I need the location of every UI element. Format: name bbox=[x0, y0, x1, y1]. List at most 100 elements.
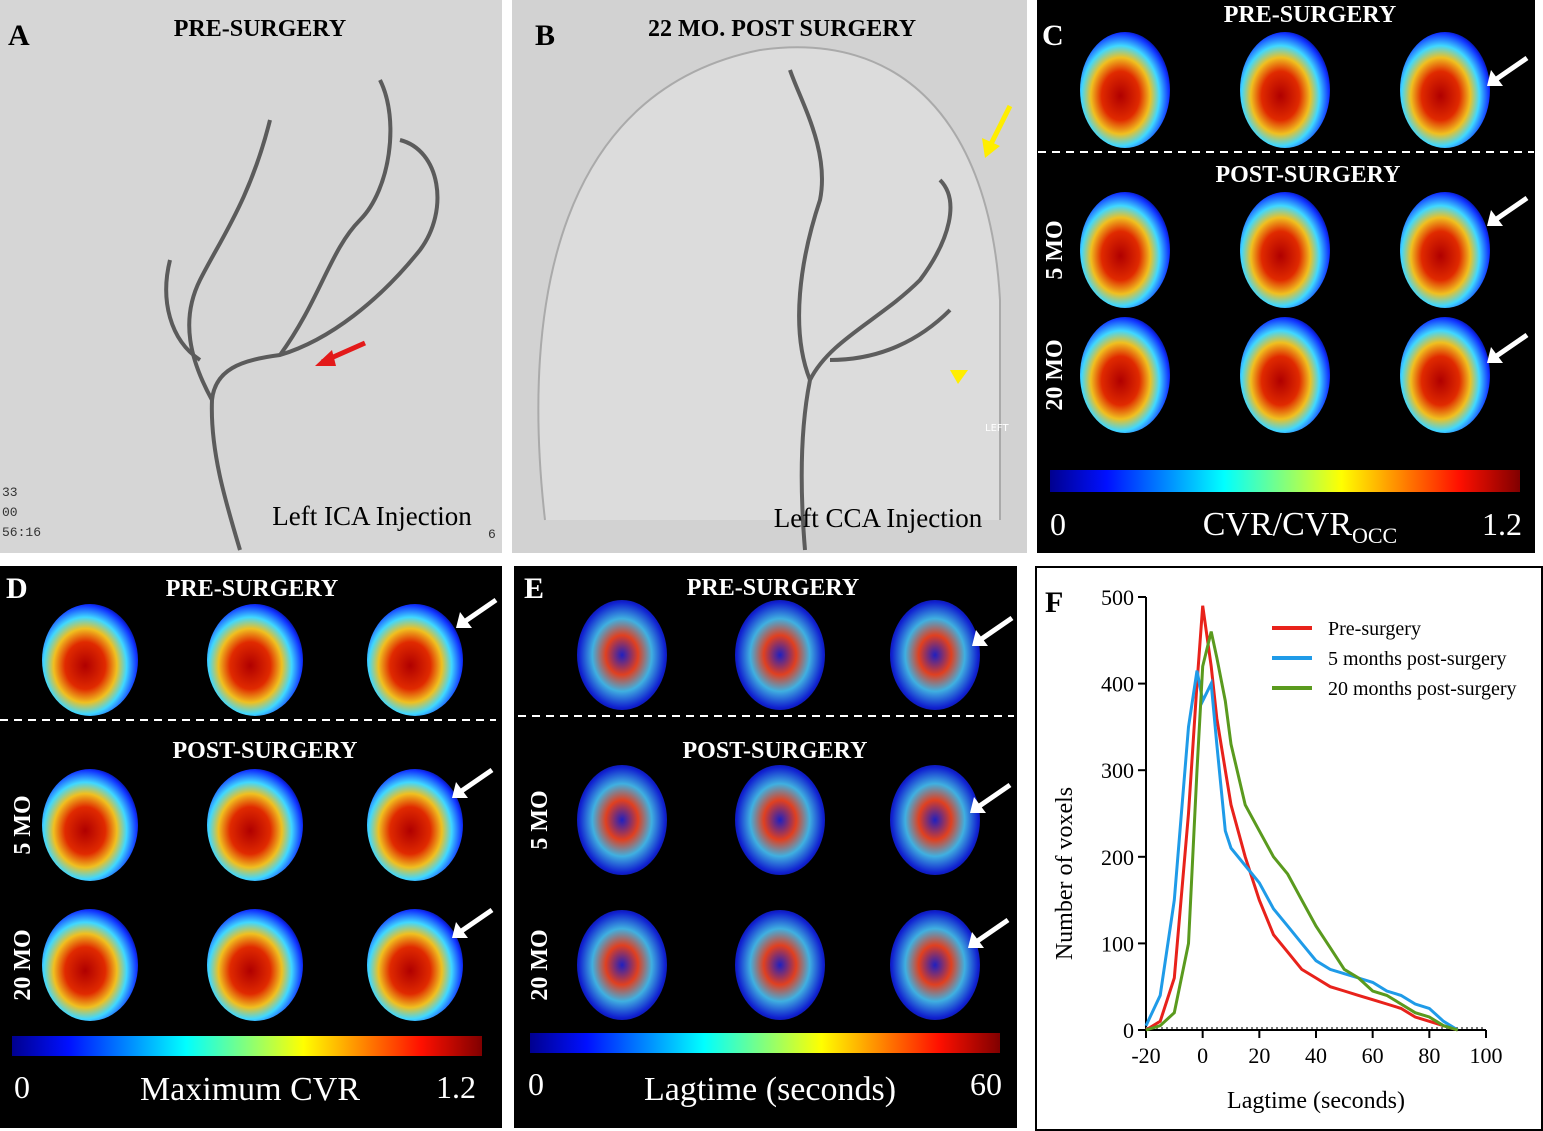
white-arrowhead bbox=[1487, 347, 1503, 363]
overlay-text: 33 bbox=[2, 485, 18, 500]
angiogram-a bbox=[0, 0, 502, 553]
panel-letter: E bbox=[524, 572, 544, 605]
panel-letter: C bbox=[1042, 19, 1064, 52]
white-arrowhead bbox=[456, 612, 472, 628]
y-tick-label: 500 bbox=[1101, 585, 1134, 610]
brain-map bbox=[577, 600, 667, 710]
y-tick-label: 0 bbox=[1123, 1018, 1134, 1043]
panel-letter: D bbox=[6, 572, 28, 605]
brain-map bbox=[577, 765, 667, 875]
y-axis-label: Number of voxels bbox=[1052, 787, 1078, 960]
overlay-text: LEFT bbox=[985, 423, 1009, 434]
brain-map bbox=[1240, 32, 1330, 148]
row-label: 5 MO bbox=[527, 790, 553, 849]
brain-map bbox=[1240, 192, 1330, 308]
colorbar bbox=[12, 1036, 482, 1056]
white-arrow bbox=[976, 782, 1012, 810]
section-title: PRE-SURGERY bbox=[1224, 2, 1397, 28]
brain-maps: C PRE-SURGERY POST-SURGERY 5 MO 20 MO 0 1.2 CVR… bbox=[0, 2, 1534, 1108]
x-axis-label: Lagtime (seconds) bbox=[1227, 1088, 1405, 1114]
x-tick-label: 100 bbox=[1470, 1043, 1503, 1068]
row-label: 5 MO bbox=[10, 795, 36, 854]
brain-map bbox=[367, 769, 463, 881]
caption: Left CCA Injection bbox=[774, 503, 983, 533]
yellow-arrowhead bbox=[950, 370, 968, 384]
brain-map bbox=[367, 604, 463, 716]
brain-map bbox=[735, 765, 825, 875]
panel-letter: B bbox=[535, 19, 555, 52]
brain-map bbox=[207, 769, 303, 881]
legend-label: 5 months post-surgery bbox=[1328, 648, 1507, 670]
brain-map bbox=[577, 910, 667, 1020]
brain-map bbox=[1240, 317, 1330, 433]
brain-map bbox=[207, 909, 303, 1021]
white-arrowhead bbox=[1487, 210, 1503, 226]
white-arrowhead bbox=[968, 932, 984, 948]
x-tick-label: 80 bbox=[1418, 1043, 1440, 1068]
section-title: POST-SURGERY bbox=[1216, 162, 1401, 188]
brain-map bbox=[1400, 317, 1490, 433]
brain-map bbox=[735, 910, 825, 1020]
scale-label-text: Lagtime (seconds) bbox=[644, 1071, 896, 1108]
row-label: 20 MO bbox=[1042, 339, 1068, 410]
brain-map bbox=[890, 600, 980, 710]
legend-label: Pre-surgery bbox=[1328, 618, 1421, 640]
yellow-arrow bbox=[987, 104, 1013, 148]
scale-label-text: Maximum CVR bbox=[140, 1071, 360, 1108]
x-tick-label: 20 bbox=[1248, 1043, 1270, 1068]
white-arrow bbox=[978, 615, 1014, 643]
white-arrowhead bbox=[970, 797, 986, 813]
overlay-text: 6 bbox=[488, 527, 496, 542]
vessels-b bbox=[788, 69, 953, 551]
scale-max: 1.2 bbox=[1482, 506, 1522, 542]
white-arrowhead bbox=[972, 630, 988, 646]
overlay-text: 00 bbox=[2, 505, 18, 520]
y-tick-label: 400 bbox=[1101, 672, 1134, 697]
section-title: POST-SURGERY bbox=[173, 738, 358, 764]
scale-label-subscript: OCC bbox=[1352, 523, 1397, 548]
brain-map bbox=[42, 909, 138, 1021]
white-arrow bbox=[1493, 332, 1529, 360]
panel-f bbox=[1035, 566, 1543, 1131]
section-title: PRE-SURGERY bbox=[687, 575, 860, 601]
white-arrow bbox=[458, 767, 494, 795]
white-arrow bbox=[1493, 195, 1529, 223]
data-line bbox=[1145, 631, 1459, 1032]
brain-map bbox=[1080, 192, 1170, 308]
brain-map bbox=[1400, 32, 1490, 148]
section-title: PRE-SURGERY bbox=[166, 576, 339, 602]
caption: Left ICA Injection bbox=[272, 501, 472, 531]
brain-map bbox=[1400, 192, 1490, 308]
white-arrowhead bbox=[452, 782, 468, 798]
scale-min: 0 bbox=[1050, 506, 1066, 542]
vessels-a bbox=[164, 79, 440, 551]
brain-map bbox=[890, 765, 980, 875]
scale-label: CVR/CVROCC bbox=[1203, 506, 1398, 548]
brain-map bbox=[1080, 32, 1170, 148]
data-line bbox=[1144, 670, 1459, 1032]
brain-map bbox=[42, 604, 138, 716]
scale-label-text: CVR/CVR bbox=[1203, 506, 1353, 543]
row-label: 20 MO bbox=[10, 929, 36, 1000]
scale-min: 0 bbox=[528, 1066, 544, 1102]
row-label: 5 MO bbox=[1042, 220, 1068, 279]
scale-max: 60 bbox=[970, 1066, 1002, 1102]
colorbar bbox=[1050, 470, 1520, 492]
white-arrow bbox=[462, 597, 498, 625]
legend-label: 20 months post-surgery bbox=[1328, 678, 1517, 700]
row-label: 20 MO bbox=[527, 929, 553, 1000]
x-tick-label: 60 bbox=[1362, 1043, 1384, 1068]
y-tick-label: 300 bbox=[1101, 758, 1134, 783]
panel-letter: A bbox=[8, 19, 30, 52]
y-tick-label: 200 bbox=[1101, 845, 1134, 870]
white-arrowhead bbox=[452, 922, 468, 938]
x-tick-label: 40 bbox=[1305, 1043, 1327, 1068]
y-tick-label: 100 bbox=[1101, 931, 1134, 956]
white-arrowhead bbox=[1487, 70, 1503, 86]
skull-outline bbox=[537, 46, 1001, 521]
colorbar bbox=[530, 1033, 1000, 1053]
scale-label: Lagtime (seconds) bbox=[644, 1071, 896, 1108]
x-tick-label: 0 bbox=[1197, 1043, 1208, 1068]
